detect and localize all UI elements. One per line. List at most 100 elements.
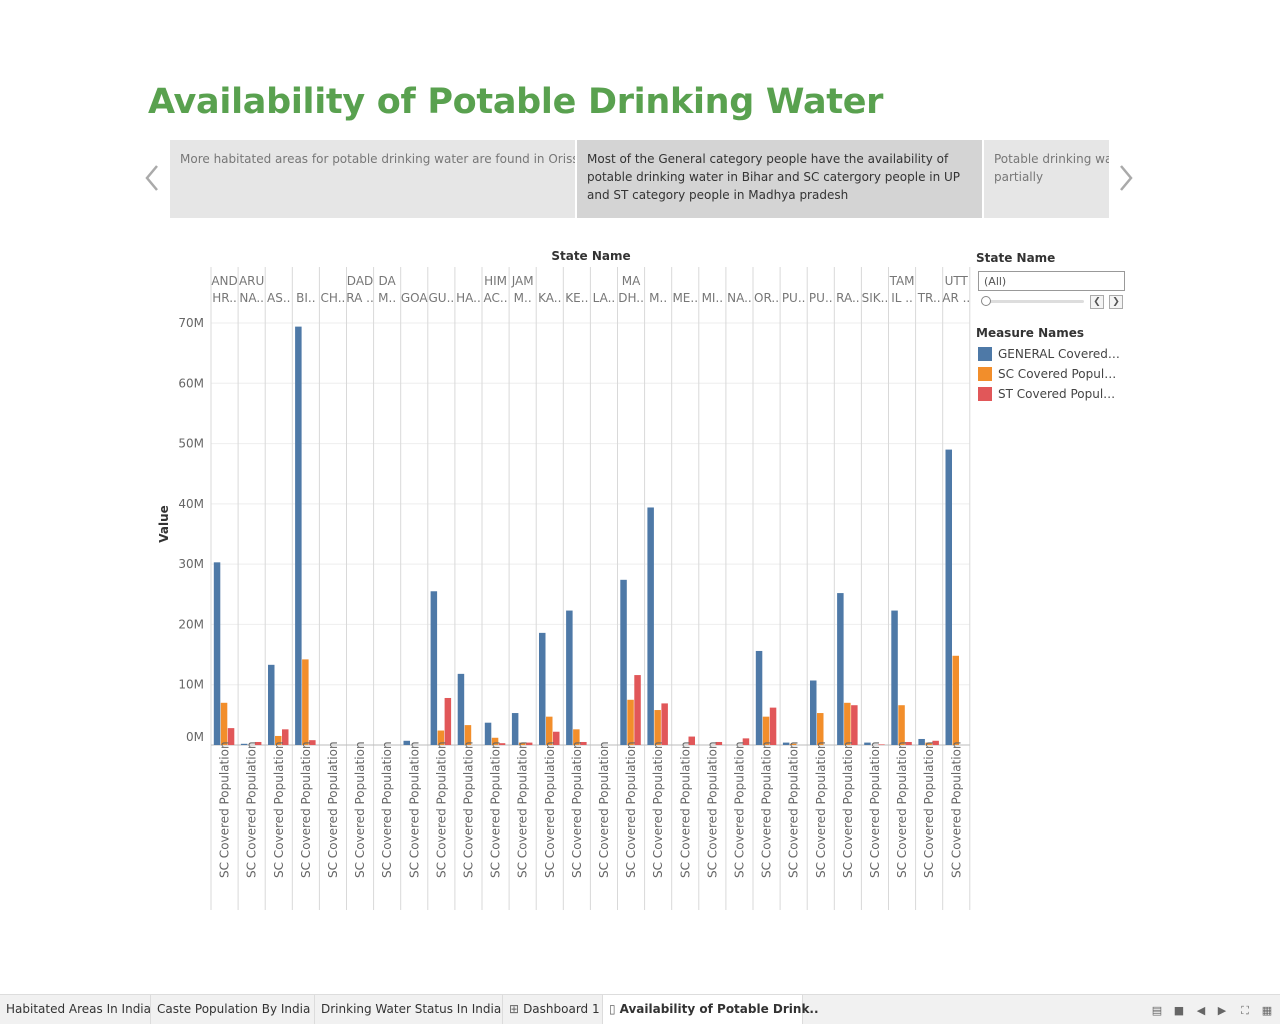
state-filter-dropdown[interactable]: (All) — [978, 271, 1125, 291]
bar-sc[interactable] — [654, 710, 661, 745]
bar-st[interactable] — [227, 728, 235, 745]
tab-habitated-areas[interactable]: Habitated Areas In India — [0, 995, 151, 1024]
bar-general[interactable] — [484, 722, 492, 745]
story-navigator: More habitated areas for potable drinkin… — [170, 140, 1109, 218]
bar-st[interactable] — [553, 731, 560, 745]
legend-label-sc: SC Covered Population — [998, 366, 1120, 381]
bar-sc[interactable] — [546, 716, 553, 745]
tab-caste-population[interactable]: Caste Population By India — [151, 995, 315, 1024]
state-header-label: LA.. — [593, 291, 616, 305]
story-prev-arrow-icon[interactable] — [140, 160, 164, 196]
legend-swatch-st — [978, 386, 992, 401]
bar-st[interactable] — [851, 705, 858, 745]
bar-st[interactable] — [715, 741, 723, 745]
bar-st[interactable] — [769, 707, 777, 745]
row-label: SC Covered Population — [760, 741, 774, 878]
bar-st[interactable] — [932, 740, 939, 745]
bar-st[interactable] — [742, 738, 750, 745]
bar-st[interactable] — [661, 703, 668, 745]
bar-general[interactable] — [782, 742, 790, 745]
bar-general[interactable] — [457, 673, 465, 745]
bar-sc[interactable] — [302, 659, 309, 745]
bar-sc[interactable] — [573, 729, 580, 745]
filter-slider-track[interactable] — [984, 300, 1084, 303]
tab-dashboard-1[interactable]: ⊞ Dashboard 1 — [503, 995, 603, 1024]
bar-general[interactable] — [511, 713, 519, 745]
bar-sc[interactable] — [491, 737, 499, 745]
bar-sc[interactable] — [952, 655, 960, 745]
bar-general[interactable] — [268, 664, 275, 745]
show-tabs-icon[interactable]: ■ — [1173, 1004, 1185, 1017]
bar-general[interactable] — [810, 680, 817, 745]
bar-st[interactable] — [309, 740, 316, 745]
filter-slider-handle[interactable] — [981, 296, 991, 306]
row-label: SC Covered Population — [407, 741, 421, 878]
bar-st[interactable] — [525, 742, 533, 745]
story-next-arrow-icon[interactable] — [1114, 160, 1138, 196]
row-label: SC Covered Population — [651, 741, 665, 878]
legend-item-sc[interactable]: SC Covered Population — [978, 366, 1120, 382]
bar-general[interactable] — [755, 650, 763, 745]
bar-general[interactable] — [647, 507, 654, 745]
filter-prev-button[interactable]: ❮ — [1090, 295, 1104, 309]
filter-next-button[interactable]: ❯ — [1109, 295, 1123, 309]
bar-sc[interactable] — [220, 702, 228, 745]
page-title: Availability of Potable Drinking Water — [148, 82, 884, 122]
bar-st[interactable] — [634, 675, 641, 745]
bar-sc[interactable] — [464, 725, 472, 745]
bar-st[interactable] — [905, 741, 912, 745]
state-header-label: AC.. — [484, 291, 508, 305]
bar-st[interactable] — [580, 741, 587, 745]
bar-st[interactable] — [254, 741, 262, 745]
grid-view-icon[interactable]: ▦ — [1261, 1004, 1273, 1017]
bar-sc[interactable] — [437, 730, 445, 745]
row-label: SC Covered Population — [949, 741, 963, 878]
bar-general[interactable] — [945, 449, 953, 745]
tab-scroll-right-icon[interactable]: ▶ — [1217, 1004, 1227, 1017]
bar-sc[interactable] — [898, 705, 905, 745]
state-header-label: UTT — [945, 274, 969, 288]
tab-label: Dashboard 1 — [523, 1002, 600, 1016]
show-filmstrip-icon[interactable]: ▤ — [1151, 1004, 1163, 1017]
legend-item-st[interactable]: ST Covered Population — [978, 386, 1120, 402]
bar-general[interactable] — [430, 591, 438, 745]
bar-st[interactable] — [498, 743, 506, 745]
bar-st[interactable] — [688, 736, 696, 745]
bar-general[interactable] — [864, 742, 871, 745]
state-header-label: NA.. — [239, 291, 264, 305]
bar-sc[interactable] — [925, 742, 932, 745]
bar-general[interactable] — [213, 562, 221, 745]
row-label: SC Covered Population — [489, 741, 503, 878]
tab-drinking-water-status[interactable]: Drinking Water Status In India — [315, 995, 503, 1024]
bar-general[interactable] — [295, 326, 302, 745]
bar-general[interactable] — [837, 593, 844, 745]
bar-sc[interactable] — [518, 742, 526, 745]
row-label: SC Covered Population — [895, 741, 909, 878]
tab-scroll-left-icon[interactable]: ◀ — [1196, 1004, 1206, 1017]
bar-general[interactable] — [240, 743, 248, 745]
bar-sc[interactable] — [275, 735, 282, 745]
state-header-label: DAD — [347, 274, 373, 288]
bar-sc[interactable] — [627, 699, 634, 745]
fullscreen-icon[interactable]: ⛶ — [1241, 1004, 1249, 1017]
bar-sc[interactable] — [762, 716, 770, 745]
row-label: SC Covered Population — [597, 741, 611, 878]
bar-sc[interactable] — [789, 743, 797, 745]
bar-st[interactable] — [878, 744, 885, 745]
bar-sc[interactable] — [817, 713, 824, 745]
story-point-2[interactable]: Most of the General category people have… — [577, 140, 982, 218]
bar-st[interactable] — [282, 729, 289, 745]
tab-availability-story[interactable]: ▯ Availability of Potable Drink.. — [603, 995, 819, 1024]
bar-general[interactable] — [403, 740, 411, 745]
bar-general[interactable] — [918, 738, 925, 745]
bar-sc[interactable] — [844, 702, 851, 745]
bar-st[interactable] — [444, 697, 452, 745]
bar-general[interactable] — [539, 632, 546, 745]
bar-general[interactable] — [891, 610, 898, 745]
bar-general[interactable] — [566, 610, 573, 745]
story-point-3[interactable]: Potable drinking water is available to m… — [984, 140, 1109, 218]
story-point-1[interactable]: More habitated areas for potable drinkin… — [170, 140, 575, 218]
bar-general[interactable] — [620, 579, 627, 745]
y-tick-label: 60M — [178, 376, 204, 390]
legend-item-general[interactable]: GENERAL Covered Population — [978, 346, 1120, 362]
